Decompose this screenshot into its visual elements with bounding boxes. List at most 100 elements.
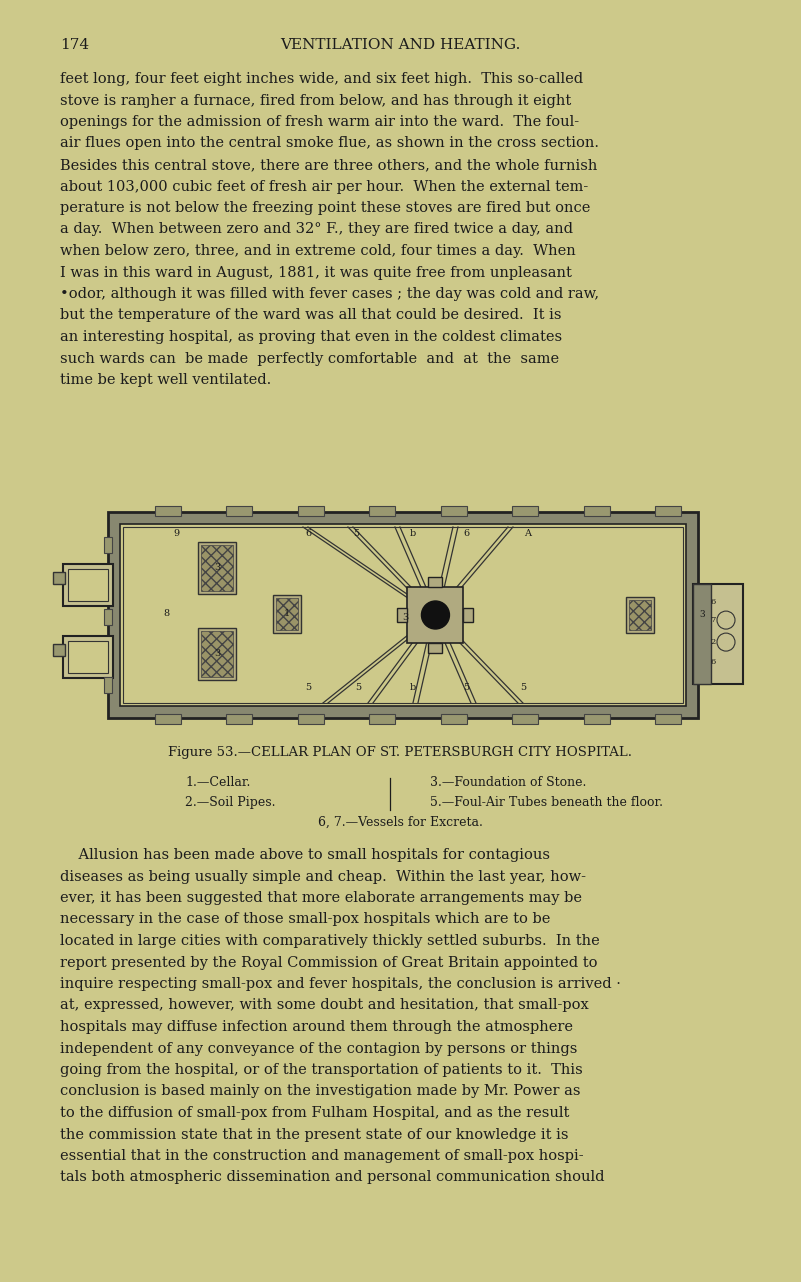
Text: at, expressed, however, with some doubt and hesitation, that small-pox: at, expressed, however, with some doubt … — [60, 999, 589, 1013]
Text: feet long, four feet eight inches wide, and six feet high.  This so-called: feet long, four feet eight inches wide, … — [60, 72, 583, 86]
Bar — [584, 506, 610, 515]
Text: Figure 53.—CELLAR PLAN OF ST. PETERSBURGH CITY HOSPITAL.: Figure 53.—CELLAR PLAN OF ST. PETERSBURG… — [168, 746, 632, 759]
Text: stove is raɱher a furnace, fired from below, and has through it eight: stove is raɱher a furnace, fired from be… — [60, 94, 571, 108]
Text: 5: 5 — [520, 683, 526, 692]
Text: Besides this central stove, there are three others, and the whole furnish: Besides this central stove, there are th… — [60, 158, 598, 172]
Bar — [104, 609, 112, 624]
Text: Allusion has been made above to small hospitals for contagious: Allusion has been made above to small ho… — [60, 847, 550, 862]
Bar — [629, 600, 651, 629]
Bar — [201, 631, 233, 677]
Bar — [155, 714, 181, 724]
Bar — [63, 564, 113, 605]
Text: A: A — [525, 529, 532, 538]
Text: hospitals may diffuse infection around them through the atmosphere: hospitals may diffuse infection around t… — [60, 1020, 573, 1035]
Bar — [63, 636, 113, 678]
Bar — [104, 537, 112, 553]
Bar — [68, 641, 108, 673]
Text: 5: 5 — [305, 683, 311, 692]
Bar — [120, 524, 686, 706]
Text: 3: 3 — [402, 613, 409, 622]
Text: 8: 8 — [163, 609, 169, 618]
Bar — [655, 714, 681, 724]
Text: 6: 6 — [463, 529, 469, 538]
Bar — [298, 506, 324, 515]
Text: 9: 9 — [173, 529, 179, 538]
Text: diseases as being usually simple and cheap.  Within the last year, how-: diseases as being usually simple and che… — [60, 869, 586, 883]
Bar — [655, 506, 681, 515]
Text: but the temperature of the ward was all that could be desired.  It is: but the temperature of the ward was all … — [60, 309, 562, 323]
Bar — [198, 628, 236, 679]
Bar — [397, 608, 408, 622]
Bar — [276, 597, 298, 629]
Text: independent of any conveyance of the contagion by persons or things: independent of any conveyance of the con… — [60, 1041, 578, 1055]
Text: report presented by the Royal Commission of Great Britain appointed to: report presented by the Royal Commission… — [60, 955, 598, 969]
Text: 6: 6 — [305, 529, 311, 538]
Bar — [273, 595, 301, 633]
Text: the commission state that in the present state of our knowledge it is: the commission state that in the present… — [60, 1127, 569, 1141]
Text: 3: 3 — [214, 650, 220, 659]
Circle shape — [421, 601, 449, 629]
Text: VENTILATION AND HEATING.: VENTILATION AND HEATING. — [280, 38, 520, 53]
Text: 5.—Foul-Air Tubes beneath the floor.: 5.—Foul-Air Tubes beneath the floor. — [430, 796, 663, 809]
Text: 6: 6 — [710, 658, 715, 667]
Text: conclusion is based mainly on the investigation made by Mr. Power as: conclusion is based mainly on the invest… — [60, 1085, 581, 1099]
Bar — [68, 568, 108, 600]
Text: going from the hospital, or of the transportation of patients to it.  This: going from the hospital, or of the trans… — [60, 1063, 583, 1077]
Bar — [464, 608, 473, 622]
Text: 5: 5 — [355, 683, 361, 692]
Text: 6, 7.—Vessels for Excreta.: 6, 7.—Vessels for Excreta. — [317, 817, 482, 829]
Text: when below zero, three, and in extreme cold, four times a day.  When: when below zero, three, and in extreme c… — [60, 244, 576, 258]
Bar — [108, 512, 698, 718]
Bar — [369, 714, 395, 724]
Text: b: b — [410, 683, 417, 692]
Bar — [626, 597, 654, 633]
Bar — [155, 506, 181, 515]
Text: 3: 3 — [214, 564, 220, 573]
Text: tals both atmospheric dissemination and personal communication should: tals both atmospheric dissemination and … — [60, 1170, 605, 1185]
Bar — [512, 506, 538, 515]
Text: to the diffusion of small-pox from Fulham Hospital, and as the result: to the diffusion of small-pox from Fulha… — [60, 1106, 570, 1120]
Text: 2.—Soil Pipes.: 2.—Soil Pipes. — [185, 796, 276, 809]
Text: openings for the admission of fresh warm air into the ward.  The foul-: openings for the admission of fresh warm… — [60, 115, 579, 129]
Bar — [369, 506, 395, 515]
Text: 5: 5 — [353, 529, 359, 538]
Bar — [512, 714, 538, 724]
Bar — [441, 506, 467, 515]
Bar — [584, 714, 610, 724]
Text: a day.  When between zero and 32° F., they are fired twice a day, and: a day. When between zero and 32° F., the… — [60, 223, 573, 236]
Text: time be kept well ventilated.: time be kept well ventilated. — [60, 373, 272, 387]
Bar — [53, 572, 65, 583]
Text: I was in this ward in August, 1881, it was quite free from unpleasant: I was in this ward in August, 1881, it w… — [60, 265, 572, 279]
Text: perature is not below the freezing point these stoves are fired but once: perature is not below the freezing point… — [60, 201, 590, 215]
Bar — [298, 714, 324, 724]
Bar — [227, 506, 252, 515]
Text: b: b — [410, 529, 417, 538]
Text: such wards can  be made  perfectly comfortable  and  at  the  same: such wards can be made perfectly comfort… — [60, 351, 559, 365]
Bar — [198, 542, 236, 594]
Text: inquire respecting small-pox and fever hospitals, the conclusion is arrived ·: inquire respecting small-pox and fever h… — [60, 977, 621, 991]
Bar — [429, 644, 442, 653]
Text: located in large cities with comparatively thickly settled suburbs.  In the: located in large cities with comparative… — [60, 935, 600, 947]
Bar — [693, 585, 711, 685]
Bar — [123, 527, 683, 703]
Text: essential that in the construction and management of small-pox hospi-: essential that in the construction and m… — [60, 1149, 584, 1163]
Text: 5: 5 — [463, 683, 469, 692]
Text: ever, it has been suggested that more elaborate arrangements may be: ever, it has been suggested that more el… — [60, 891, 582, 905]
Text: 6: 6 — [710, 599, 715, 606]
Text: 1: 1 — [284, 609, 290, 618]
Text: 3.—Foundation of Stone.: 3.—Foundation of Stone. — [430, 776, 586, 788]
Bar — [104, 677, 112, 692]
Text: an interesting hospital, as proving that even in the coldest climates: an interesting hospital, as proving that… — [60, 329, 562, 344]
Text: 1.—Cellar.: 1.—Cellar. — [185, 776, 251, 788]
Text: necessary in the case of those small-pox hospitals which are to be: necessary in the case of those small-pox… — [60, 913, 550, 927]
Text: 3: 3 — [699, 610, 705, 619]
Text: •odor, although it was filled with fever cases ; the day was cold and raw,: •odor, although it was filled with fever… — [60, 287, 599, 301]
Text: 7: 7 — [710, 617, 715, 624]
Text: about 103,000 cubic feet of fresh air per hour.  When the external tem-: about 103,000 cubic feet of fresh air pe… — [60, 179, 588, 194]
Bar — [441, 714, 467, 724]
Bar — [53, 644, 65, 655]
Text: air flues open into the central smoke flue, as shown in the cross section.: air flues open into the central smoke fl… — [60, 136, 599, 150]
Bar — [201, 545, 233, 591]
Bar — [408, 587, 464, 644]
Text: 174: 174 — [60, 38, 89, 53]
